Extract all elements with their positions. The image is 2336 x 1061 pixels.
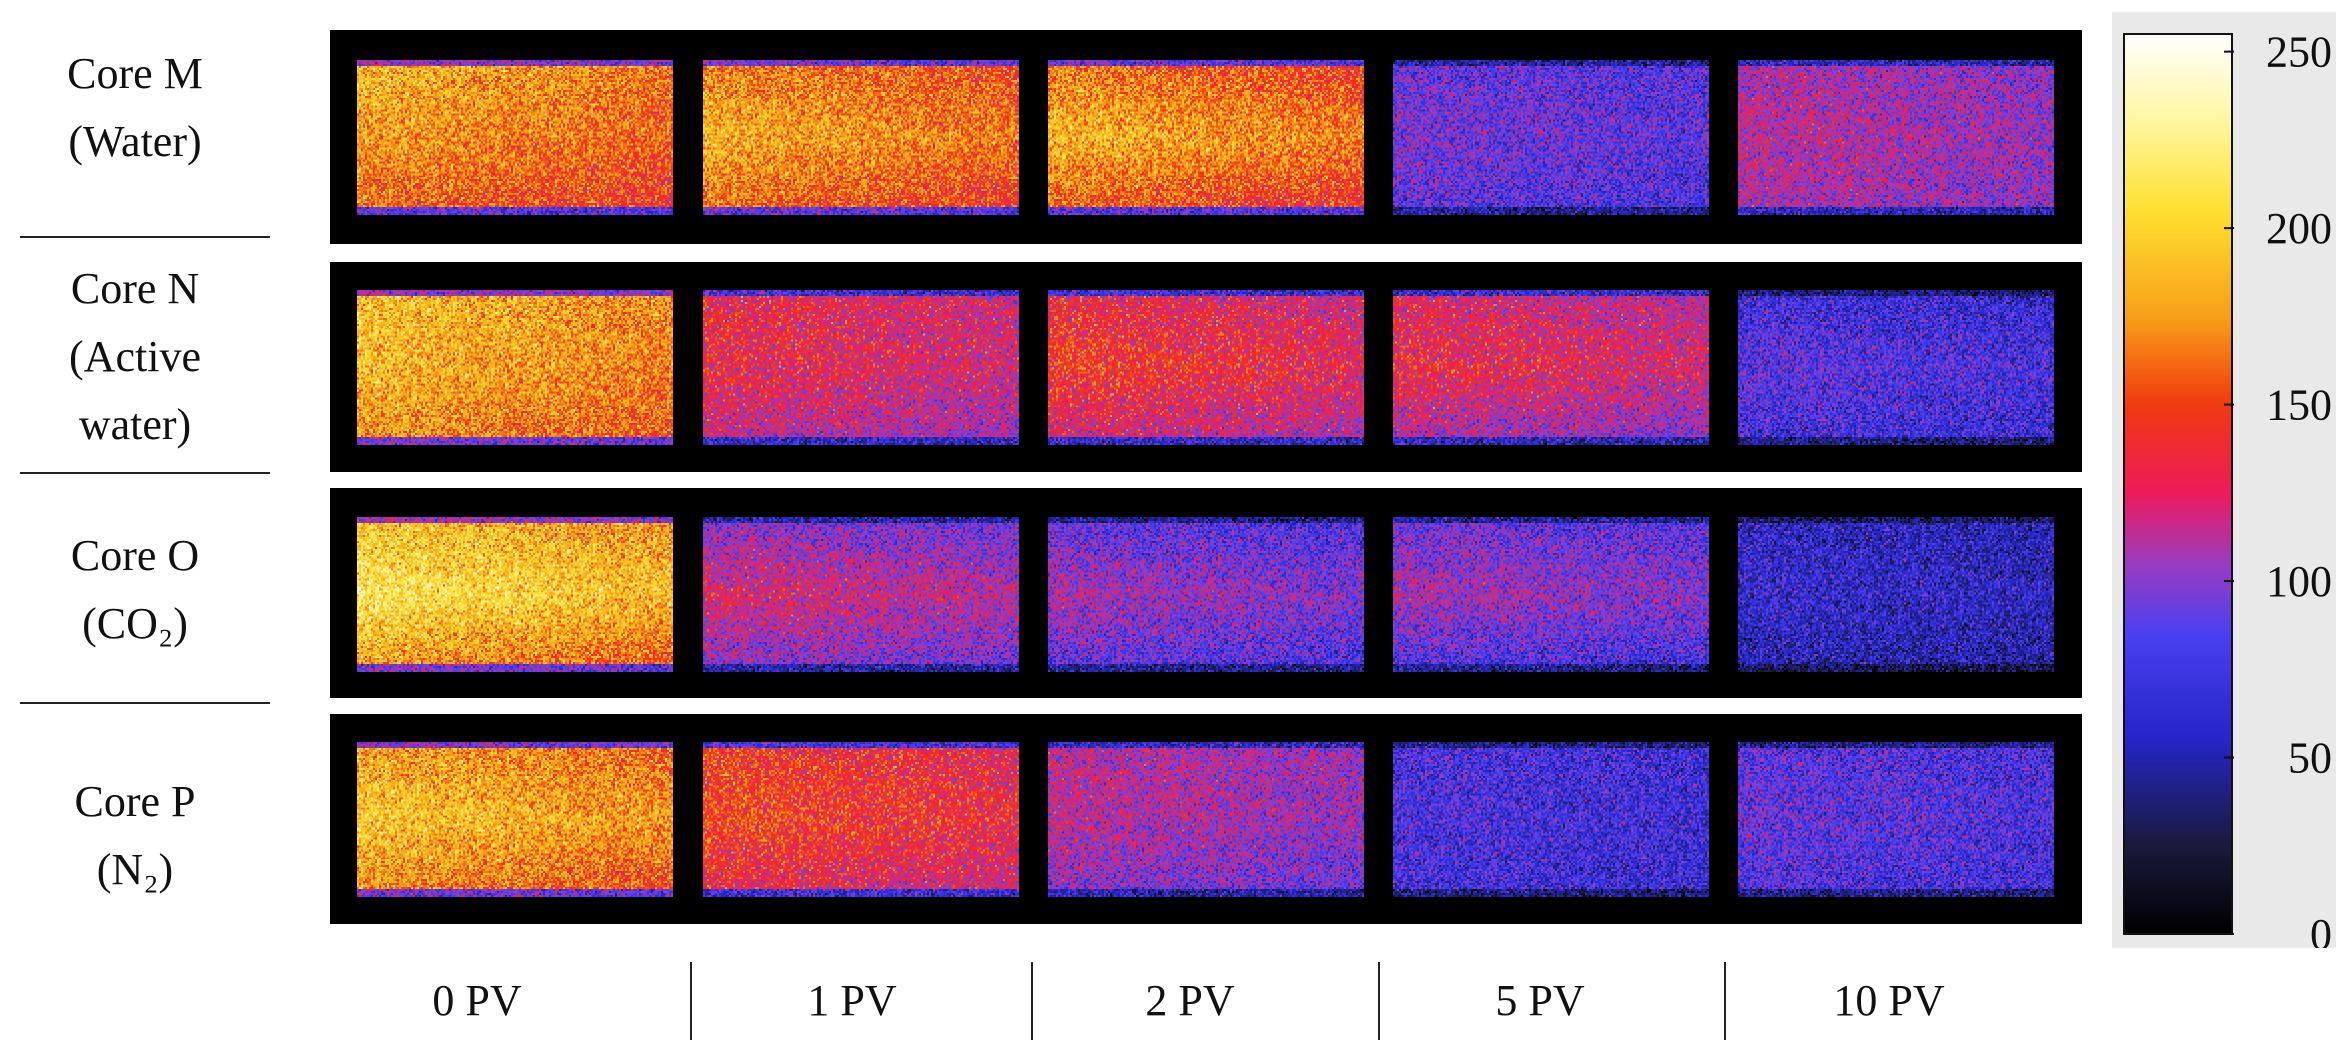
row-label-line-1: Core O <box>70 531 200 580</box>
column-divider <box>1724 962 1726 1040</box>
heatmap-cell <box>1048 742 1364 897</box>
row-label-core-p: Core P (N₂) <box>0 768 270 904</box>
column-divider <box>1378 962 1380 1040</box>
heatmap-cell <box>1738 60 2054 215</box>
colorbar-tick-label: 250 <box>2266 28 2332 77</box>
row-divider <box>20 472 270 474</box>
row-divider <box>20 236 270 238</box>
column-label: 10 PV <box>1833 976 1945 1025</box>
colorbar-gradient <box>2123 33 2233 935</box>
row-label-line-2: (Active <box>69 332 201 381</box>
column-divider <box>1031 962 1033 1040</box>
row-label-line-1: Core N <box>70 264 200 313</box>
heatmap-cell <box>703 60 1019 215</box>
row-label-core-n: Core N (Active water) <box>0 255 270 459</box>
column-label: 5 PV <box>1495 976 1585 1025</box>
row-divider <box>20 702 270 704</box>
colorbar-tick-label: 0 <box>2310 910 2332 948</box>
heatmap-cell <box>703 290 1019 445</box>
heatmap-cell <box>1738 742 2054 897</box>
row-label-line-1: Core M <box>67 49 203 98</box>
heatmap-cell <box>703 517 1019 672</box>
heatmap-cell <box>1393 517 1709 672</box>
heatmap-cell <box>357 60 673 215</box>
colorbar-tick-label: 50 <box>2288 734 2332 783</box>
row-label-core-m: Core M (Water) <box>0 40 270 176</box>
column-divider <box>690 962 692 1040</box>
column-label: 1 PV <box>807 976 897 1025</box>
heatmap-cell <box>357 290 673 445</box>
row-label-line-3: water) <box>78 400 192 449</box>
heatmap-cell <box>357 742 673 897</box>
colorbar-tick-label: 200 <box>2266 204 2332 253</box>
heatmap-cell <box>1738 517 2054 672</box>
heatmap-cell <box>1048 290 1364 445</box>
heatmap-cell <box>1393 742 1709 897</box>
heatmap-cell <box>1393 60 1709 215</box>
row-label-line-1: Core P <box>74 777 196 826</box>
heatmap-cell <box>1048 517 1364 672</box>
row-label-line-2: (CO₂) <box>82 599 188 648</box>
heatmap-cell <box>357 517 673 672</box>
column-label: 2 PV <box>1145 976 1235 1025</box>
row-label-core-o: Core O (CO₂) <box>0 522 270 658</box>
colorbar-tick-label: 100 <box>2266 557 2332 606</box>
row-label-line-2: (Water) <box>68 117 202 166</box>
colorbar: 0 50 100 150 200 250 <box>2123 28 2332 948</box>
colorbar-tick-label: 150 <box>2266 381 2332 430</box>
row-label-line-2: (N₂) <box>96 845 174 894</box>
heatmap-cell <box>703 742 1019 897</box>
heatmap-cell <box>1048 60 1364 215</box>
heatmap-cell <box>1738 290 2054 445</box>
heatmap-cell <box>1393 290 1709 445</box>
column-label: 0 PV <box>432 976 522 1025</box>
